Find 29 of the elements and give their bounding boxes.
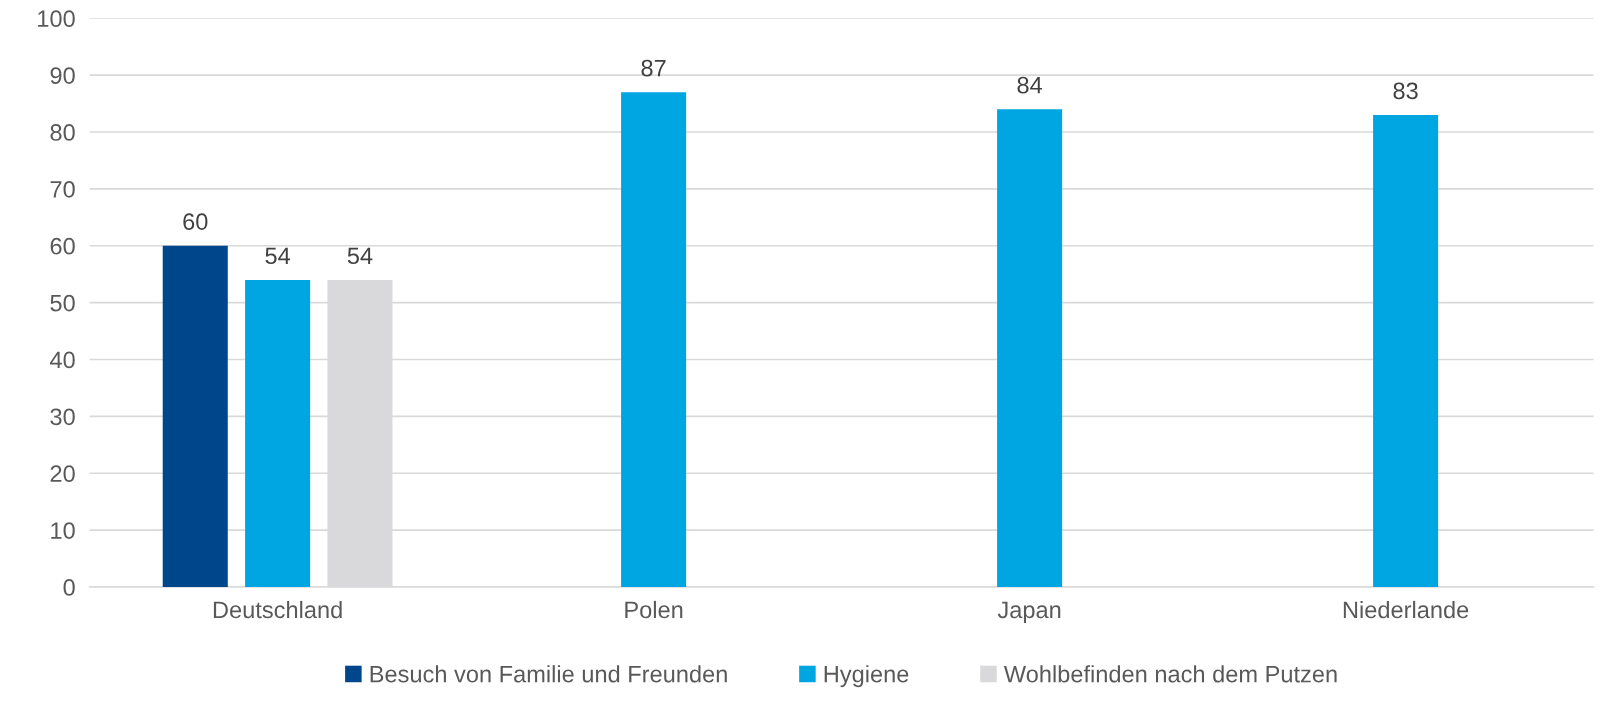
legend-label: Besuch von Familie und Freunden bbox=[370, 665, 727, 683]
bar bbox=[621, 92, 687, 587]
data-label: 83 bbox=[1393, 82, 1418, 100]
bar bbox=[162, 245, 228, 587]
y-tick-label: 40 bbox=[49, 351, 75, 369]
y-tick-label: 100 bbox=[38, 10, 75, 28]
data-label: 87 bbox=[641, 59, 666, 77]
bar bbox=[1373, 114, 1439, 587]
data-label: 54 bbox=[347, 247, 373, 265]
y-tick-label: 90 bbox=[50, 67, 75, 84]
legend-label: Wohlbefinden nach dem Putzen bbox=[1003, 665, 1337, 683]
x-tick-label: Deutschland bbox=[213, 600, 342, 619]
y-tick-label: 0 bbox=[63, 579, 75, 596]
y-tick-label: 70 bbox=[50, 180, 75, 198]
bar bbox=[245, 279, 311, 587]
y-tick-label: 80 bbox=[50, 124, 75, 141]
y-tick-label: 20 bbox=[50, 465, 75, 483]
bar bbox=[997, 109, 1063, 587]
y-tick-label: 30 bbox=[50, 408, 75, 426]
data-label: 84 bbox=[1017, 76, 1043, 94]
y-tick-label: 60 bbox=[50, 237, 75, 255]
y-tick-label: 10 bbox=[51, 522, 75, 539]
y-tick-label: 50 bbox=[50, 294, 75, 312]
x-tick-label: Niederlande bbox=[1343, 600, 1469, 619]
data-label: 54 bbox=[265, 247, 291, 265]
x-tick-label: Polen bbox=[625, 600, 683, 619]
x-tick-label: Japan bbox=[997, 601, 1061, 623]
legend-label: Hygiene bbox=[824, 665, 909, 688]
data-label: 60 bbox=[183, 213, 208, 230]
